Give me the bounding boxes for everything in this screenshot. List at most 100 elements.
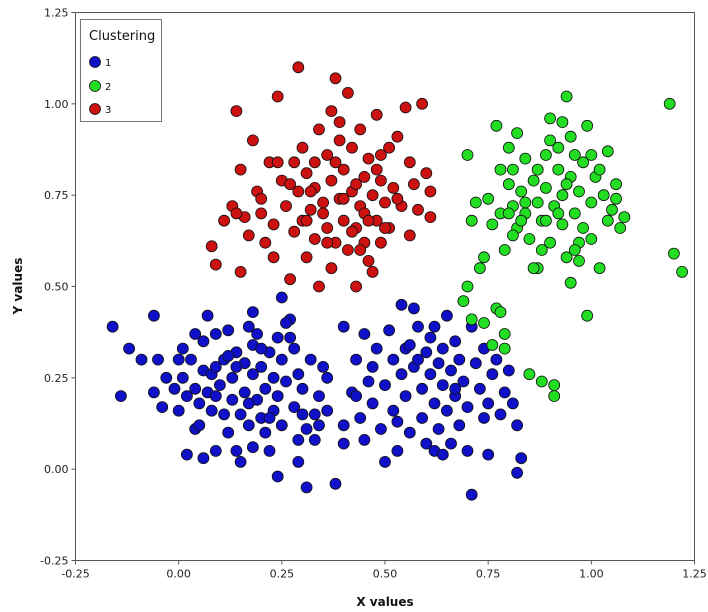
data-point-cluster-1 <box>317 360 330 373</box>
data-point-cluster-2 <box>668 247 680 260</box>
data-point-cluster-1 <box>189 328 202 340</box>
data-point-cluster-2 <box>502 207 515 220</box>
data-point-cluster-1 <box>461 401 474 414</box>
data-point-cluster-1 <box>213 379 226 392</box>
data-point-cluster-1 <box>300 423 313 435</box>
data-point-cluster-3 <box>374 236 387 249</box>
data-point-cluster-3 <box>341 87 354 99</box>
data-point-cluster-1 <box>370 342 383 355</box>
data-point-cluster-2 <box>511 127 523 140</box>
data-point-cluster-2 <box>540 149 552 161</box>
y-tick-label: 1.00 <box>44 98 69 111</box>
legend-marker-3 <box>89 103 101 115</box>
data-point-cluster-3 <box>391 130 404 143</box>
data-point-cluster-1 <box>180 448 193 461</box>
legend: Clustering 1 2 3 <box>80 19 162 122</box>
data-point-cluster-3 <box>362 214 375 227</box>
data-point-cluster-3 <box>424 211 437 224</box>
y-axis-ticks: -0.25 0.00 0.25 0.50 0.75 1.00 1.25 <box>40 7 76 568</box>
data-point-cluster-1 <box>436 342 449 355</box>
data-point-cluster-3 <box>321 149 334 161</box>
data-point-cluster-2 <box>486 218 499 231</box>
data-point-cluster-1 <box>412 353 424 366</box>
data-point-cluster-3 <box>296 141 309 154</box>
data-point-cluster-2 <box>535 375 548 388</box>
data-point-cluster-3 <box>242 229 255 242</box>
data-point-cluster-2 <box>465 313 478 326</box>
data-point-cluster-2 <box>507 229 519 242</box>
data-point-cluster-1 <box>230 360 243 373</box>
data-point-cluster-1 <box>275 353 288 366</box>
data-point-cluster-1 <box>234 455 247 468</box>
data-point-cluster-1 <box>222 324 235 337</box>
data-point-cluster-1 <box>403 339 416 351</box>
data-point-cluster-1 <box>329 477 342 490</box>
data-point-cluster-2 <box>597 189 610 202</box>
y-tick-label: 0.75 <box>44 189 69 202</box>
data-point-cluster-3 <box>234 265 247 278</box>
data-point-cluster-2 <box>465 214 478 227</box>
data-point-cluster-1 <box>288 401 301 414</box>
data-point-cluster-2 <box>527 174 540 187</box>
data-point-cluster-2 <box>461 149 474 161</box>
data-point-cluster-3 <box>284 178 297 191</box>
data-point-cluster-3 <box>337 214 350 227</box>
data-point-cluster-2 <box>494 306 507 319</box>
data-point-cluster-2 <box>486 339 499 351</box>
data-point-cluster-2 <box>544 112 556 125</box>
data-point-cluster-3 <box>300 167 313 180</box>
data-point-cluster-2 <box>490 119 503 132</box>
data-point-cluster-1 <box>218 408 231 421</box>
data-point-cluster-1 <box>350 390 363 403</box>
data-point-cluster-1 <box>222 349 235 362</box>
data-point-cluster-2 <box>552 141 565 154</box>
data-point-cluster-3 <box>255 207 268 220</box>
legend-label-3: 3 <box>105 105 111 116</box>
data-point-cluster-1 <box>440 309 453 322</box>
data-point-cluster-1 <box>255 360 268 373</box>
data-point-cluster-3 <box>346 225 358 238</box>
data-point-cluster-2 <box>544 236 556 249</box>
data-point-cluster-3 <box>403 229 416 242</box>
data-point-cluster-1 <box>172 404 185 417</box>
data-point-cluster-2 <box>498 244 511 256</box>
data-point-cluster-3 <box>407 178 420 191</box>
data-point-cluster-1 <box>374 423 387 435</box>
data-point-cluster-1 <box>420 437 433 450</box>
data-point-cluster-1 <box>168 382 181 395</box>
data-point-cluster-1 <box>391 444 404 457</box>
data-point-cluster-2 <box>601 214 614 227</box>
data-point-cluster-1 <box>453 419 466 432</box>
data-point-cluster-1 <box>507 397 519 410</box>
data-point-cluster-1 <box>313 390 325 403</box>
data-point-cluster-1 <box>156 401 169 414</box>
data-point-cluster-3 <box>383 141 396 154</box>
y-axis-title: Y values <box>11 258 25 316</box>
data-point-cluster-1 <box>494 408 507 421</box>
data-point-cluster-3 <box>292 185 305 198</box>
data-point-cluster-3 <box>354 123 367 136</box>
data-point-cluster-2 <box>568 149 581 161</box>
x-axis-ticks: -0.25 0.00 0.25 0.50 0.75 1.00 1.25 <box>61 560 707 581</box>
data-point-cluster-2 <box>478 251 490 264</box>
data-point-cluster-1 <box>428 397 441 410</box>
data-point-cluster-2 <box>552 163 565 176</box>
data-point-cluster-3 <box>341 244 354 256</box>
data-point-cluster-1 <box>424 331 437 344</box>
data-point-cluster-1 <box>358 328 371 340</box>
data-point-cluster-1 <box>482 397 495 410</box>
data-point-cluster-3 <box>370 108 383 121</box>
data-point-cluster-2 <box>519 196 532 209</box>
data-point-cluster-1 <box>432 357 445 370</box>
data-point-cluster-2 <box>531 163 544 176</box>
data-point-cluster-1 <box>387 404 400 417</box>
data-point-cluster-3 <box>267 251 280 264</box>
data-point-cluster-1 <box>379 379 391 392</box>
data-point-cluster-1 <box>399 390 412 403</box>
legend-marker-1 <box>89 56 101 68</box>
data-point-cluster-1 <box>226 393 239 406</box>
data-point-cluster-1 <box>457 375 470 388</box>
data-point-cluster-2 <box>560 178 573 191</box>
data-point-cluster-1 <box>123 342 136 355</box>
data-point-cluster-3 <box>362 152 375 165</box>
